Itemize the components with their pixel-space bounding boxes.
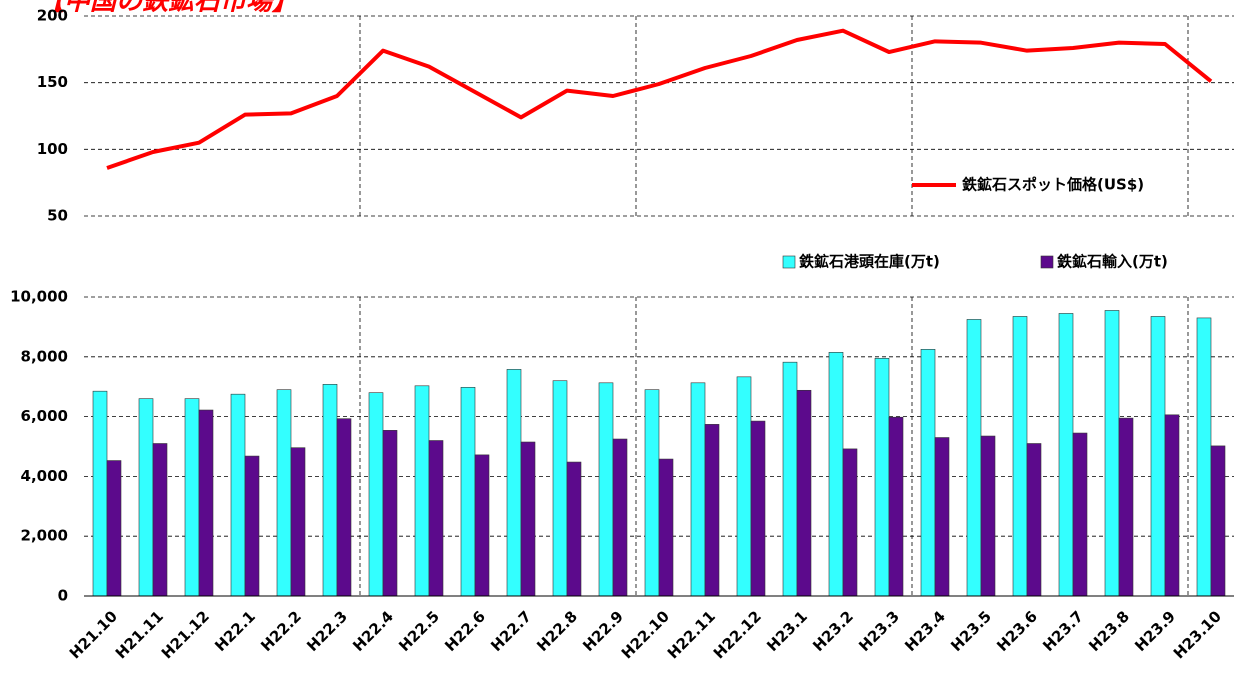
x-tick-label: H23.7 (1039, 607, 1087, 655)
bar (1196, 317, 1212, 597)
legend-swatch (782, 255, 796, 269)
x-tick-label: H21.11 (112, 607, 167, 662)
bar (736, 376, 752, 597)
x-tick-label: H22.5 (395, 607, 443, 655)
bar (842, 448, 858, 597)
x-tick-label: H22.4 (349, 607, 397, 655)
bar (520, 441, 536, 597)
y-tick-label: 0 (58, 587, 68, 605)
bar (414, 385, 430, 597)
bar (198, 409, 214, 597)
x-tick-label: H22.12 (710, 607, 765, 662)
bar (612, 438, 628, 597)
chart-title: 【中国の鉄鉱石市場】 (38, 0, 298, 17)
bar (244, 455, 260, 597)
bar (552, 380, 568, 597)
x-tick-label: H22.8 (533, 607, 581, 655)
x-tick-label: H22.2 (257, 607, 305, 655)
bar (1210, 445, 1226, 597)
bar (368, 392, 384, 597)
bar (428, 440, 444, 597)
bar (782, 361, 798, 597)
bar (1072, 432, 1088, 597)
y-tick-label: 4,000 (21, 467, 68, 485)
x-tick-label: H22.7 (487, 607, 535, 655)
bar (106, 460, 122, 597)
x-tick-label: H22.10 (618, 607, 673, 662)
bar (460, 386, 476, 597)
bar (796, 389, 812, 597)
bar (888, 416, 904, 597)
bar (966, 319, 982, 597)
y-tick-label: 50 (47, 207, 68, 225)
y-tick-label: 10,000 (10, 288, 68, 306)
bar (750, 420, 766, 597)
bar (598, 382, 614, 597)
bar (934, 437, 950, 597)
bar (276, 389, 292, 597)
bar (920, 349, 936, 597)
y-tick-label: 150 (37, 73, 68, 91)
y-tick-label: 2,000 (21, 527, 68, 545)
line (106, 28, 1213, 170)
bar (152, 443, 168, 597)
x-tick-label: H23.6 (993, 607, 1041, 655)
bar (704, 424, 720, 597)
y-tick-label: 200 (37, 7, 68, 25)
bar (690, 382, 706, 597)
bar (382, 430, 398, 597)
bar (1118, 417, 1134, 597)
legend-label: 鉄鉱石スポット価格(US$) (962, 176, 1144, 194)
bar (644, 389, 660, 597)
bar (336, 418, 352, 597)
bar (1104, 310, 1120, 597)
x-tick-label: H22.11 (664, 607, 719, 662)
x-tick-label: H23.10 (1170, 607, 1225, 662)
bar (1058, 313, 1074, 597)
x-tick-label: H21.10 (66, 607, 121, 662)
y-tick-label: 8,000 (21, 347, 68, 365)
legend-label: 鉄鉱石輸入(万t) (1057, 253, 1168, 271)
bar (1150, 316, 1166, 597)
x-tick-label: H23.2 (809, 607, 857, 655)
bar (322, 384, 338, 597)
bar (828, 352, 844, 597)
bar (980, 435, 996, 597)
bar (506, 369, 522, 597)
x-tick-label: H21.12 (158, 607, 213, 662)
legend-label: 鉄鉱石港頭在庫(万t) (799, 253, 940, 271)
x-tick-label: H22.3 (303, 607, 351, 655)
bar (566, 461, 582, 597)
x-tick-label: H23.8 (1085, 607, 1133, 655)
bar (184, 398, 200, 597)
bar (290, 447, 306, 597)
x-tick-label: H23.3 (855, 607, 903, 655)
x-tick-label: H23.5 (947, 607, 995, 655)
x-tick-label: H22.6 (441, 607, 489, 655)
bar (1012, 316, 1028, 597)
bar (1164, 414, 1180, 597)
bar (874, 357, 890, 597)
x-tick-label: H23.1 (763, 607, 811, 655)
y-tick-label: 100 (37, 140, 68, 158)
bar (230, 393, 246, 597)
legend-swatch (1040, 255, 1054, 269)
bar (658, 458, 674, 597)
bar (92, 390, 108, 597)
bar (474, 454, 490, 597)
x-tick-label: H23.4 (901, 607, 949, 655)
bar (138, 398, 154, 597)
y-tick-label: 6,000 (21, 407, 68, 425)
x-tick-label: H22.1 (211, 607, 259, 655)
bar (1026, 443, 1042, 597)
